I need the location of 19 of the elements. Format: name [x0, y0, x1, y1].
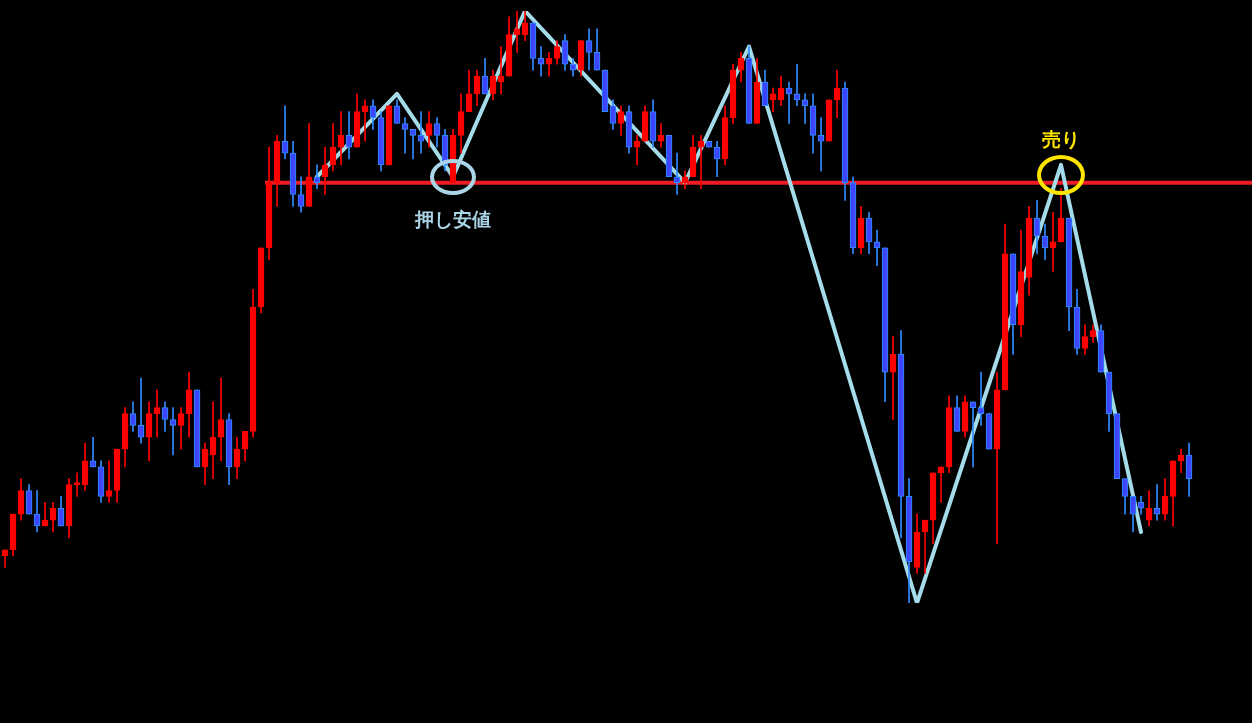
candlestick	[969, 401, 977, 468]
candlestick	[417, 111, 425, 154]
candlestick	[977, 371, 985, 426]
candlestick	[401, 117, 409, 154]
candlestick	[73, 472, 81, 497]
candlestick	[105, 460, 113, 503]
candlestick	[537, 46, 545, 77]
annotation: 押し安値	[415, 206, 491, 232]
candlestick	[817, 117, 825, 172]
annotation: 売り	[1042, 126, 1080, 152]
candlestick	[169, 407, 177, 456]
candlestick	[513, 11, 521, 53]
candlestick	[673, 152, 681, 195]
candlestick	[1153, 484, 1161, 521]
candlestick	[361, 99, 369, 142]
candlestick	[137, 377, 145, 444]
candlestick	[153, 389, 161, 438]
candlestick	[409, 129, 417, 160]
candlestick	[801, 93, 809, 124]
